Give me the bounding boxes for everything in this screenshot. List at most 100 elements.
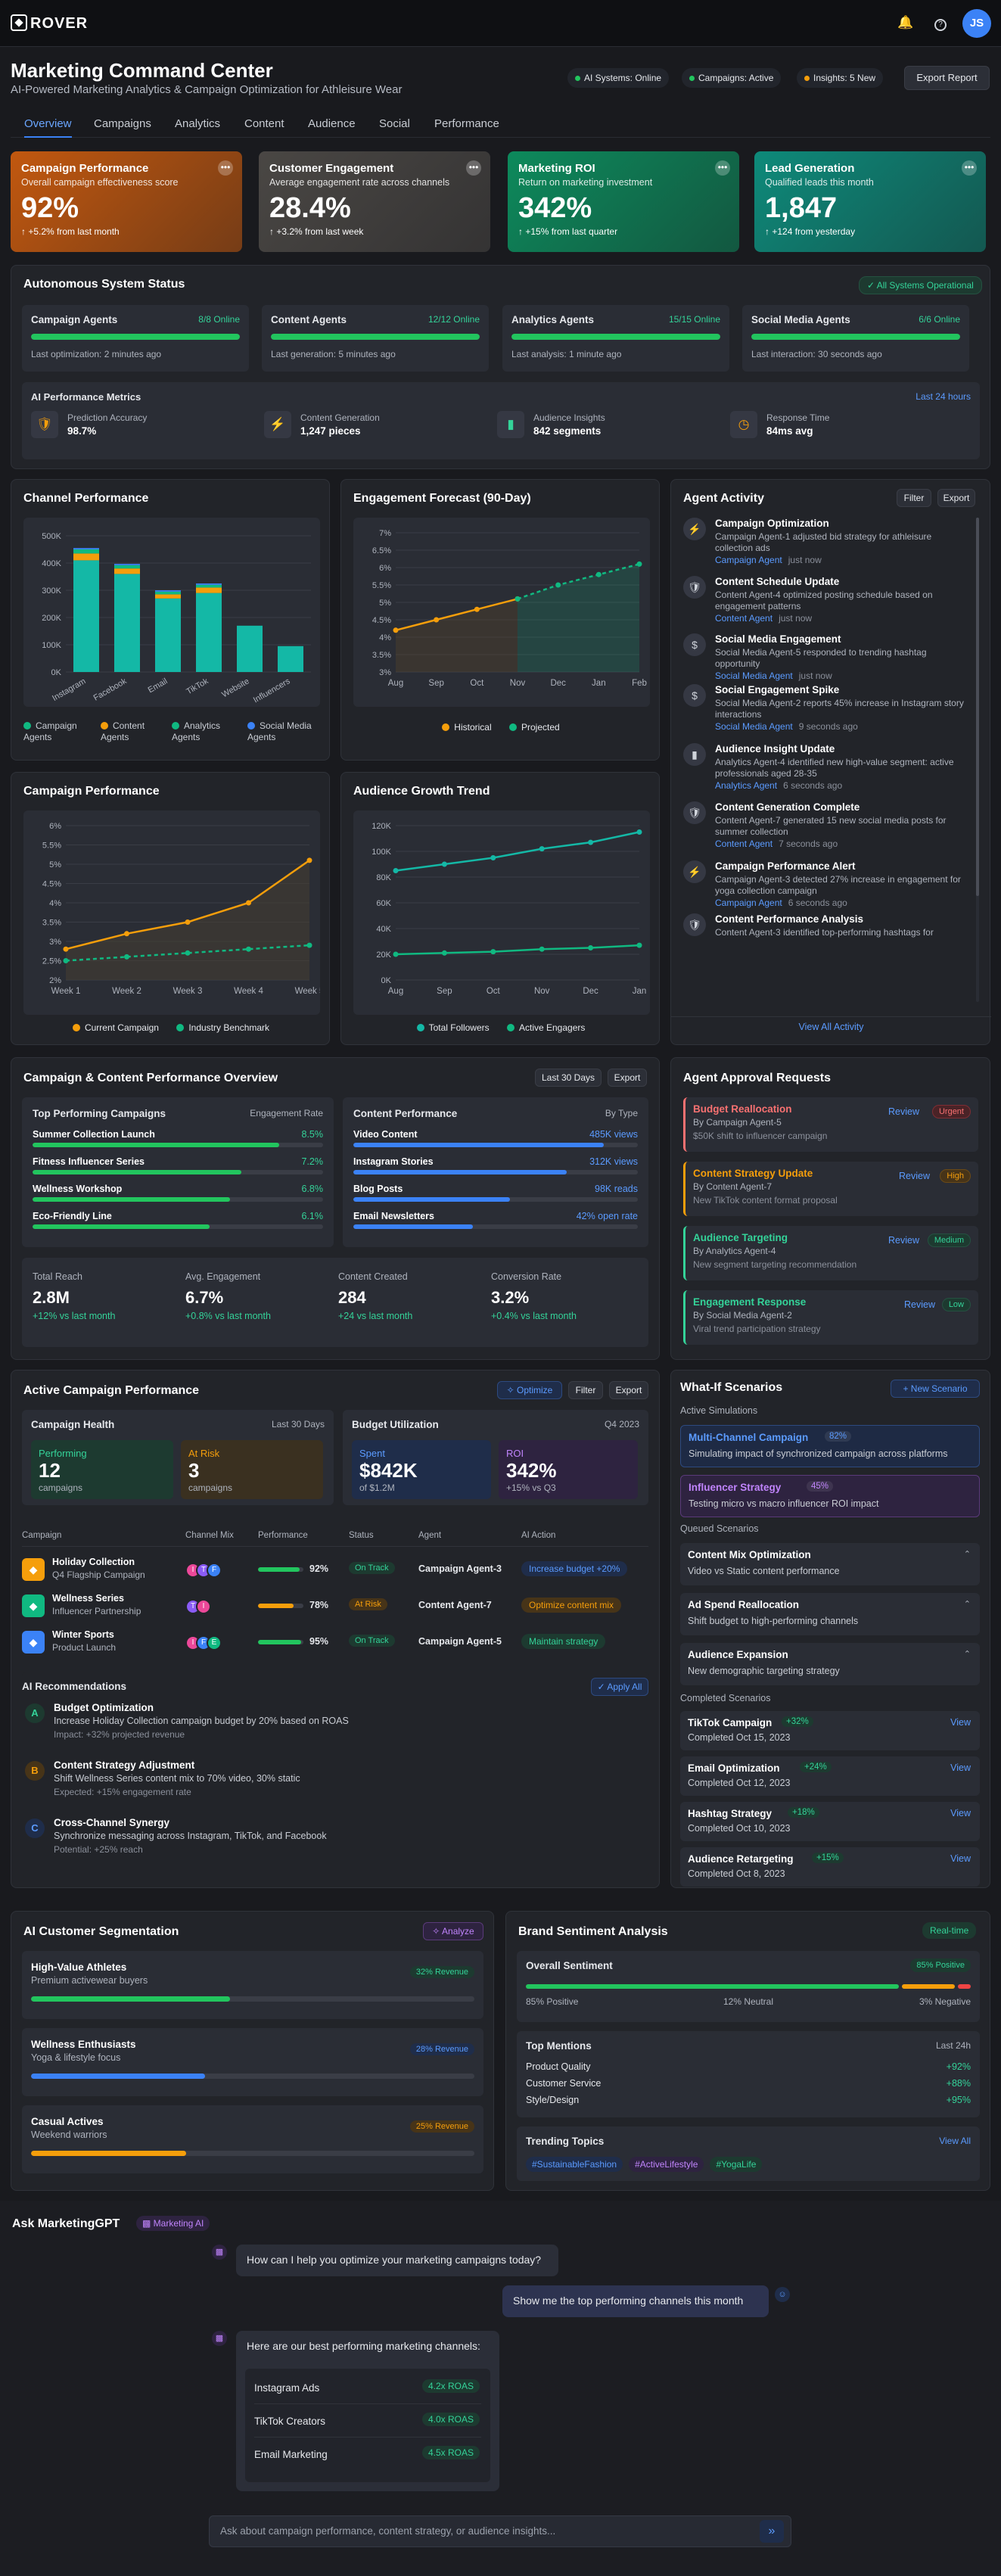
help-icon[interactable]: ? [933,15,948,31]
queued-scenario-card[interactable]: Content Mix Optimization Video vs Static … [680,1543,980,1585]
activity-agent-link[interactable]: Social Media Agent [715,721,793,732]
table-row[interactable]: ◆ Holiday Collection Q4 Flagship Campaign I… [22,1555,648,1585]
campaign-icon: ◆ [22,1558,45,1581]
view-all-activity-link[interactable]: View All Activity [798,1022,864,1032]
agent-status-card[interactable]: Campaign Agents 8/8 Online Last optimizati… [22,305,249,372]
more-options-icon[interactable]: ••• [962,160,977,176]
active-filter-button[interactable]: Filter [568,1381,603,1399]
segment-card[interactable]: Wellness Enthusiasts Yoga & lifestyle foc… [22,2028,483,2096]
ai-metrics-range[interactable]: Last 24 hours [916,391,971,402]
topic-tag[interactable]: #ActiveLifestyle [629,2157,704,2172]
completed-scenario-card[interactable]: Audience Retargeting +15% Completed Oct 8,… [680,1847,980,1887]
more-options-icon[interactable]: ••• [218,160,233,176]
topic-tag[interactable]: #YogaLife [710,2157,763,2172]
avatar[interactable]: JS [962,9,991,38]
x-tick-label: Week 4 [234,987,263,996]
activity-export-button[interactable]: Export [937,489,975,507]
kpi-subtitle: Average engagement rate across channels [269,177,450,188]
segment-card[interactable]: High-Value Athletes Premium activewear bu… [22,1951,483,2019]
ai-action-button[interactable]: Maintain strategy [521,1634,606,1649]
table-row[interactable]: ◆ Wellness Series Influencer Partnership T I… [22,1591,648,1622]
approval-request-card[interactable]: Content Strategy Update By Content Agent-… [683,1162,978,1216]
what-if-panel: What-If Scenarios + New Scenario Active … [670,1370,990,1888]
completed-scenario-card[interactable]: TikTok Campaign +32% Completed Oct 15, 202… [680,1711,980,1750]
kpi-card[interactable]: ••• Customer Engagement Average engagement… [259,151,490,252]
active-export-button[interactable]: Export [609,1381,648,1399]
ai-action-button[interactable]: Increase budget +20% [521,1561,628,1576]
more-options-icon[interactable]: ••• [715,160,730,176]
analyze-button[interactable]: ✧ Analyze [423,1922,483,1940]
metric-label: Audience Insights [533,412,605,423]
review-button[interactable]: Review [904,1299,935,1310]
send-icon[interactable]: » [760,2520,784,2543]
view-link[interactable]: View [950,1808,971,1818]
page-title: Marketing Command Center [11,59,273,82]
agent-status-card[interactable]: Analytics Agents 15/15 Online Last analysi… [502,305,729,372]
mention-score: +92% [946,2061,971,2072]
tab-social[interactable]: Social [379,117,410,130]
kpi-card[interactable]: ••• Lead Generation Qualified leads this m… [754,151,986,252]
bar-fill [33,1143,280,1147]
simulation-card[interactable]: Multi-Channel Campaign 82% Simulating impa… [680,1425,980,1467]
view-link[interactable]: View [950,1717,971,1728]
tab-content[interactable]: Content [244,117,284,130]
activity-agent-link[interactable]: Campaign Agent [715,555,782,565]
kpi-card[interactable]: ••• Campaign Performance Overall campaign … [11,151,242,252]
queued-scenario-card[interactable]: Audience Expansion New demographic target… [680,1643,980,1685]
completed-scenario-card[interactable]: Hashtag Strategy +18% Completed Oct 10, 20… [680,1802,980,1841]
completed-title: Hashtag Strategy [688,1808,773,1819]
agent-status-card[interactable]: Content Agents 12/12 Online Last generatio… [262,305,489,372]
approval-request-card[interactable]: Engagement Response By Social Media Agent… [683,1290,978,1345]
topic-tag[interactable]: #SustainableFashion [526,2157,623,2172]
review-button[interactable]: Review [888,1106,919,1117]
table-row[interactable]: ◆ Winter Sports Product Launch I F E 95% On Tra… [22,1628,648,1658]
more-options-icon[interactable]: ••• [466,160,481,176]
range-button[interactable]: Last 30 Days [535,1069,602,1087]
ai-action-button[interactable]: Optimize content mix [521,1598,622,1613]
apply-all-button[interactable]: ✓ Apply All [591,1678,648,1696]
tab-overview[interactable]: Overview [24,114,72,138]
y-tick-label: 6.5% [372,546,391,555]
activity-scrollbar[interactable] [976,518,979,1002]
export-report-button[interactable]: Export Report [904,66,990,90]
review-button[interactable]: Review [899,1171,930,1181]
bar-content-agents [155,594,181,599]
completed-scenario-card[interactable]: Email Optimization +24% Completed Oct 12, … [680,1756,980,1796]
kpi-card[interactable]: ••• Marketing ROI Return on marketing inve… [508,151,739,252]
campaign-health-card: Campaign Health Last 30 Days Performing … [22,1410,334,1505]
queued-scenario-card[interactable]: Ad Spend Reallocation Shift budget to hig… [680,1593,980,1635]
review-button[interactable]: Review [888,1235,919,1246]
stat-delta: +12% vs last month [33,1311,116,1321]
approval-request-card[interactable]: Budget Reallocation By Campaign Agent-5 $5… [683,1097,978,1152]
topics-view-all[interactable]: View All [939,2136,971,2146]
app-logo[interactable]: ROVER [11,14,88,33]
segment-card[interactable]: Casual Actives Weekend warriors 25% Revenu… [22,2105,483,2173]
expand-icon[interactable]: ⌃ [963,1600,971,1609]
y-tick-label: 0K [381,976,392,985]
bar-fill [258,1640,301,1644]
view-link[interactable]: View [950,1853,971,1864]
activity-agent-link[interactable]: Content Agent [715,613,773,624]
overview-export-button[interactable]: Export [608,1069,647,1087]
activity-filter-button[interactable]: Filter [897,489,931,507]
data-point [63,946,69,952]
content-value: 42% open rate [576,1211,638,1221]
tab-analytics[interactable]: Analytics [175,117,221,130]
new-scenario-button[interactable]: + New Scenario [891,1380,980,1398]
activity-agent-link[interactable]: Analytics Agent [715,780,778,791]
expand-icon[interactable]: ⌃ [963,1550,971,1559]
activity-agent-link[interactable]: Social Media Agent [715,670,793,681]
activity-agent-link[interactable]: Campaign Agent [715,898,782,908]
activity-agent-link[interactable]: Content Agent [715,838,773,849]
chat-input[interactable]: Ask about campaign performance, content … [209,2515,791,2547]
tab-audience[interactable]: Audience [308,117,356,130]
expand-icon[interactable]: ⌃ [963,1650,971,1659]
bell-icon[interactable]: 🔔 [897,15,914,30]
optimize-button[interactable]: ✧ Optimize [497,1381,562,1399]
simulation-card[interactable]: Influencer Strategy 45% Testing micro vs m… [680,1475,980,1517]
tab-campaigns[interactable]: Campaigns [94,117,151,130]
approval-request-card[interactable]: Audience Targeting By Analytics Agent-4 Ne… [683,1226,978,1280]
view-link[interactable]: View [950,1762,971,1773]
tab-performance[interactable]: Performance [434,117,499,130]
agent-status-card[interactable]: Social Media Agents 6/6 Online Last intera… [742,305,969,372]
